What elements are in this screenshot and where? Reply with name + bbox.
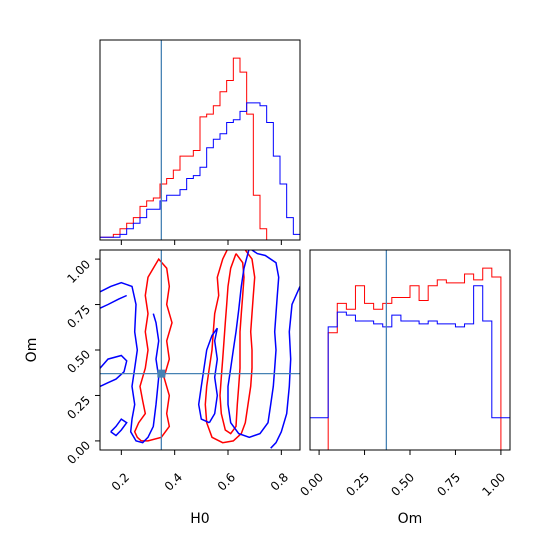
tick-label-om-left-0.25: 0.25 (64, 393, 93, 422)
contour-blue-5 (270, 286, 300, 449)
contour-lines (100, 250, 300, 449)
tick-label-om-bottom-0.50: 0.50 (388, 470, 417, 499)
histogram-om-blue-series (310, 285, 510, 450)
histogram-h0-bars (100, 57, 300, 240)
contour-blue-3 (110, 418, 128, 437)
om-left-tick-labels: 0.00 0.25 0.50 0.75 1.00 (64, 257, 93, 467)
om-bottom-tick-labels: 0.00 0.25 0.50 0.75 1.00 (297, 470, 508, 499)
y-axis-label-om: Om (24, 338, 40, 363)
contour-h0-om-panel (95, 249, 301, 455)
histogram-h0-blue-series (100, 102, 300, 240)
contour-blue-1 (100, 294, 128, 309)
tick-label-h0-0.2: 0.2 (109, 470, 132, 493)
tick-label-om-left-0.50: 0.50 (64, 347, 93, 376)
tick-label-h0-0.6: 0.6 (215, 470, 238, 493)
histogram-h0-frame (99, 39, 301, 241)
tick-label-om-bottom-0.00: 0.00 (297, 470, 326, 499)
contour-red-2 (219, 253, 245, 435)
histogram-h0-panel (99, 39, 301, 245)
contour-blue-0 (100, 281, 160, 444)
contour-blue-4 (227, 250, 280, 439)
tick-label-h0-0.4: 0.4 (162, 470, 185, 493)
h0-tick-labels: 0.2 0.4 0.6 0.8 (109, 470, 291, 493)
tick-label-om-left-1.00: 1.00 (64, 257, 93, 286)
contour-frame (99, 249, 301, 451)
x-axis-label-h0: H0 (190, 511, 209, 527)
tick-label-om-left-0.00: 0.00 (64, 438, 93, 467)
tick-label-h0-0.8: 0.8 (268, 470, 291, 493)
histogram-om-panel (309, 249, 511, 455)
contour-red-1 (204, 250, 256, 444)
x-axis-label-om: Om (398, 511, 423, 527)
truth-marker (157, 369, 166, 378)
tick-label-om-bottom-1.00: 1.00 (479, 470, 508, 499)
histogram-h0-red-series (100, 57, 300, 240)
tick-label-om-bottom-0.75: 0.75 (434, 470, 463, 499)
histogram-om-bars (310, 267, 510, 450)
histogram-om-red-series (310, 267, 510, 450)
contour-blue-6 (197, 327, 219, 424)
contour-blue-2 (100, 354, 128, 388)
tick-label-om-bottom-0.25: 0.25 (343, 470, 372, 499)
contour-red-0 (133, 257, 173, 442)
tick-label-om-left-0.75: 0.75 (64, 302, 93, 331)
